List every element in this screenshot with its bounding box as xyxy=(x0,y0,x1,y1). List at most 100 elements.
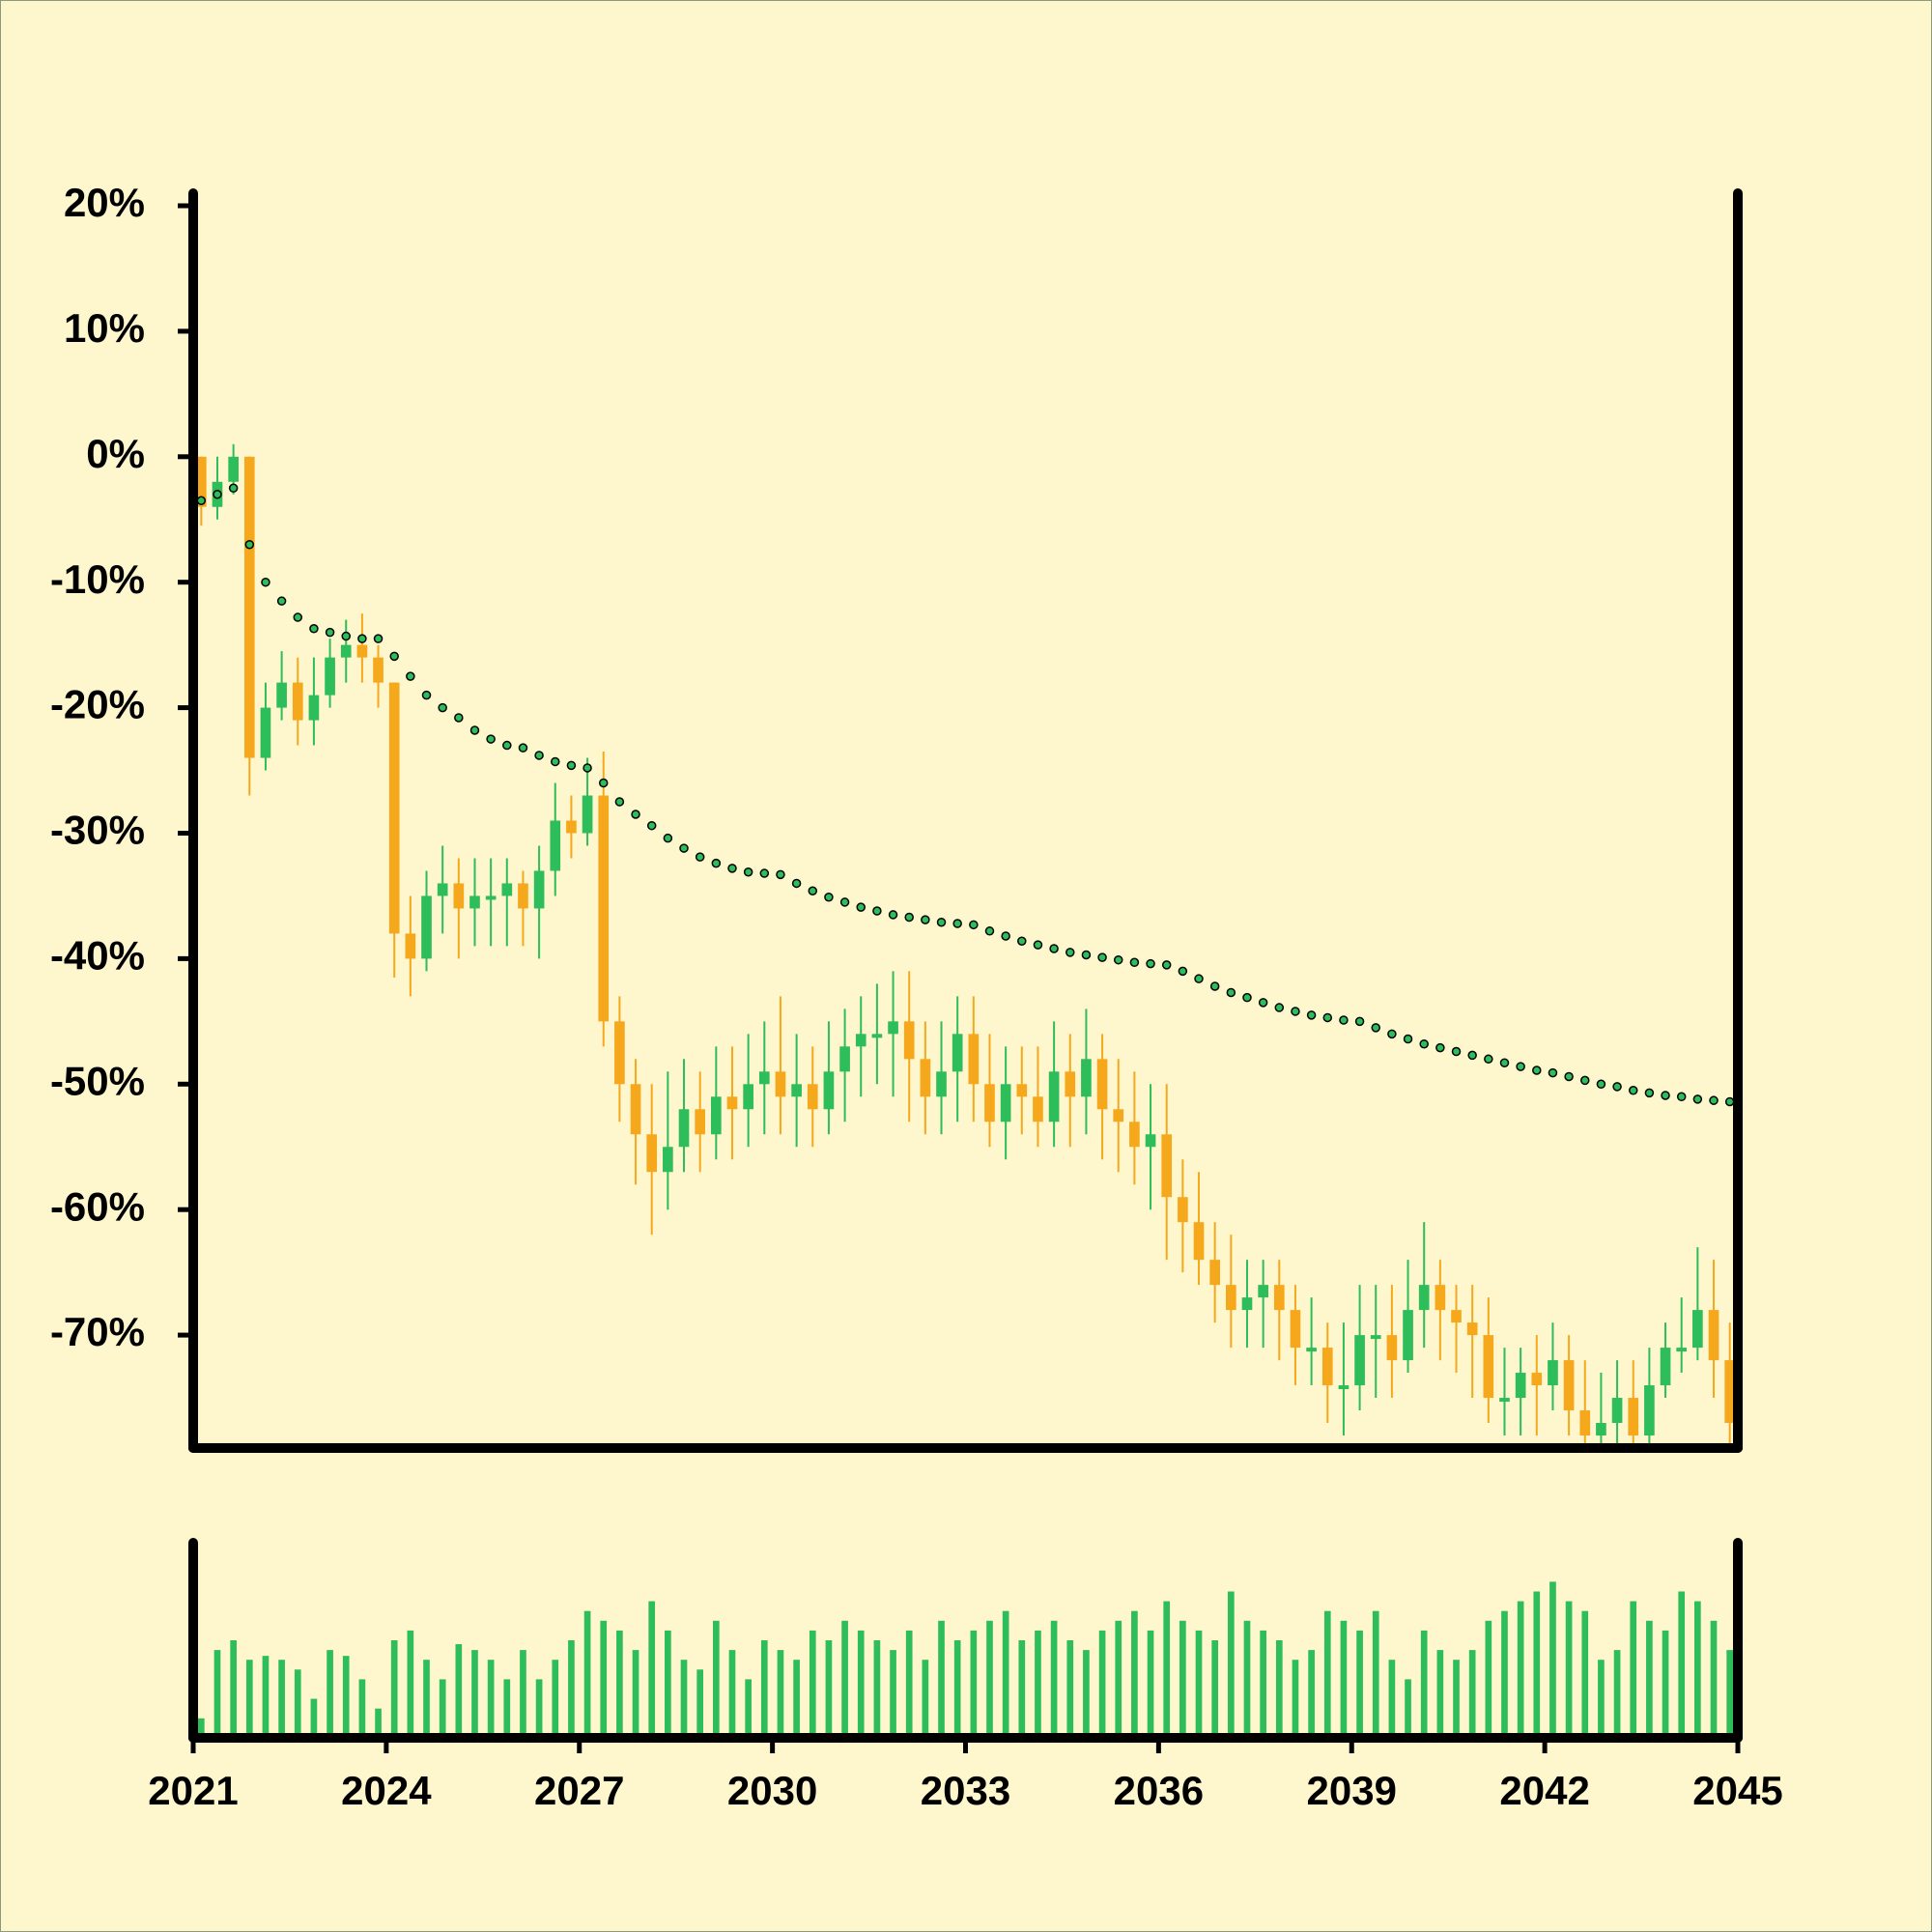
moving-average-dot xyxy=(228,483,239,494)
moving-average-dot xyxy=(1548,1067,1558,1078)
candle-body xyxy=(1403,1310,1413,1361)
volume-bar xyxy=(1308,1650,1315,1738)
volume-bar xyxy=(1726,1650,1734,1738)
moving-average-dot xyxy=(631,810,640,819)
moving-average-dot xyxy=(1644,1088,1655,1098)
moving-average-dot xyxy=(727,864,737,873)
volume-bar xyxy=(1630,1601,1637,1738)
candle-body xyxy=(453,883,465,909)
volume-bar xyxy=(423,1660,430,1738)
candle-body xyxy=(695,1109,706,1135)
volume-bar xyxy=(1035,1630,1041,1738)
moving-average-dot xyxy=(1499,1058,1510,1067)
volume-bar xyxy=(390,1640,398,1738)
x-tick-label: 2021 xyxy=(148,1768,238,1813)
moving-average-dot xyxy=(646,820,657,831)
moving-average-dot xyxy=(582,763,592,773)
volume-bar xyxy=(1243,1620,1251,1738)
candle-body xyxy=(678,1109,690,1148)
volume-bar xyxy=(375,1708,382,1738)
candle-body xyxy=(1145,1134,1156,1148)
moving-average-dot xyxy=(1709,1095,1719,1105)
candle-body xyxy=(1435,1285,1446,1311)
candle-body xyxy=(1273,1285,1285,1311)
volume-bar xyxy=(616,1630,623,1738)
candle-body xyxy=(421,895,432,959)
candle-body xyxy=(791,1084,802,1097)
moving-average-dot xyxy=(711,858,722,868)
moving-average-dot xyxy=(1354,1016,1365,1027)
candle-body xyxy=(373,657,384,683)
candle-body xyxy=(1499,1398,1510,1403)
volume-bar xyxy=(1323,1610,1331,1738)
volume-bar xyxy=(1018,1640,1026,1738)
volume-bar xyxy=(1372,1610,1379,1738)
x-tick-label: 2024 xyxy=(341,1768,432,1813)
y-tick-label: 0% xyxy=(86,431,145,476)
moving-average-dot xyxy=(1403,1034,1413,1044)
candle-body xyxy=(984,1084,995,1122)
moving-average-dot xyxy=(469,725,480,735)
volume-bar xyxy=(1179,1620,1186,1738)
moving-average-dot xyxy=(1516,1062,1525,1071)
y-tick-label: -10% xyxy=(50,556,145,602)
moving-average-dot xyxy=(1532,1065,1542,1075)
moving-average-dot xyxy=(1306,1010,1317,1020)
moving-average-dot xyxy=(1484,1054,1493,1065)
moving-average-dot xyxy=(759,868,770,878)
candle-body xyxy=(356,644,368,658)
volume-bar xyxy=(278,1660,285,1738)
candle-body xyxy=(485,895,497,900)
candle-body xyxy=(1418,1285,1430,1311)
candle-body xyxy=(775,1071,786,1097)
candle-body xyxy=(550,820,561,871)
x-tick-label: 2042 xyxy=(1499,1768,1589,1813)
volume-bar xyxy=(825,1640,833,1738)
volume-bar xyxy=(1147,1630,1154,1738)
candle-body xyxy=(1611,1398,1623,1424)
moving-average-dot xyxy=(309,624,319,634)
y-tick-label: 20% xyxy=(64,180,145,225)
volume-bar xyxy=(760,1640,768,1738)
moving-average-dot xyxy=(454,713,464,723)
volume-bar xyxy=(471,1650,478,1738)
candle-body xyxy=(1338,1385,1350,1390)
moving-average-dot xyxy=(1580,1075,1590,1086)
moving-average-dot xyxy=(1033,940,1043,950)
y-tick-label: -60% xyxy=(50,1183,145,1229)
candle-body xyxy=(325,657,335,696)
candle-body xyxy=(1209,1260,1221,1286)
moving-average-dot xyxy=(1113,954,1123,965)
moving-average-dot xyxy=(1435,1042,1445,1053)
moving-average-dot xyxy=(1194,974,1204,983)
candle-body xyxy=(1081,1059,1092,1097)
candle-body xyxy=(292,682,303,721)
volume-bar xyxy=(342,1656,350,1738)
volume-bar xyxy=(1050,1620,1058,1738)
volume-bar xyxy=(1485,1620,1492,1738)
moving-average-dot xyxy=(1129,957,1140,968)
moving-average-dot xyxy=(872,906,882,916)
moving-average-dot xyxy=(936,917,947,927)
volume-bar xyxy=(1453,1660,1460,1738)
volume-bar xyxy=(1694,1601,1701,1738)
volume-bar xyxy=(1275,1640,1283,1738)
volume-bar xyxy=(1646,1620,1653,1738)
volume-bar xyxy=(455,1644,463,1738)
candle-body xyxy=(388,682,400,934)
volume-bar xyxy=(1565,1601,1573,1738)
volume-bar xyxy=(1227,1591,1235,1738)
volume-bar xyxy=(358,1679,366,1738)
volume-bar xyxy=(1066,1640,1074,1738)
candle-body xyxy=(1724,1360,1736,1424)
volume-bar xyxy=(1581,1610,1589,1738)
volume-bar xyxy=(1468,1650,1476,1738)
volume-bar xyxy=(1356,1630,1363,1738)
candle-body xyxy=(1579,1410,1591,1436)
moving-average-dot xyxy=(695,852,705,862)
candle-body xyxy=(1033,1096,1043,1122)
y-tick-label: -70% xyxy=(50,1309,145,1354)
volume-bar xyxy=(1260,1630,1266,1738)
volume-bar xyxy=(245,1660,253,1738)
